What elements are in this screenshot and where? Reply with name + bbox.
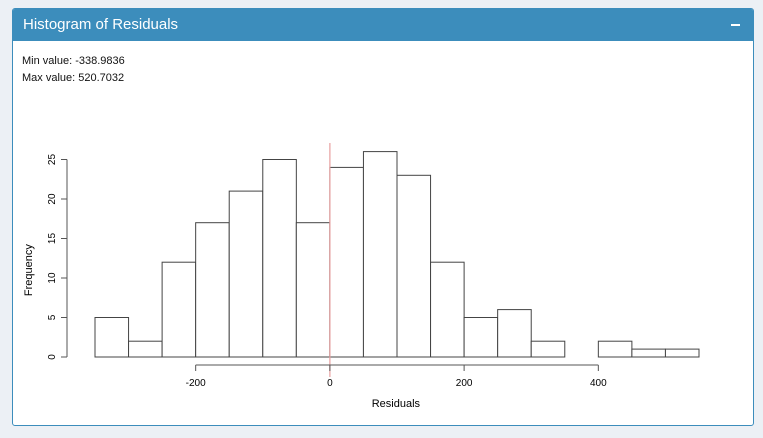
min-value-text: Min value: -338.9836 <box>22 55 125 67</box>
collapse-button[interactable] <box>725 14 747 36</box>
histogram-bar <box>295 222 331 358</box>
x-tick-label: 400 <box>590 378 607 389</box>
histogram-bar <box>430 261 465 358</box>
histogram-bar <box>195 222 230 358</box>
minus-icon <box>731 24 740 26</box>
y-tick-label: 10 <box>47 272 58 284</box>
y-tick-label: 5 <box>47 314 58 320</box>
x-tick-label: -200 <box>186 378 206 389</box>
histogram-bar <box>463 317 499 358</box>
histogram-bar <box>329 166 364 358</box>
y-tick-label: 15 <box>47 233 58 245</box>
histogram-bar <box>228 190 264 358</box>
residuals-panel: Histogram of Residuals Min value: -338.9… <box>12 8 754 426</box>
max-value-text: Max value: 520.7032 <box>22 72 125 84</box>
histogram-bar <box>664 348 700 358</box>
x-axis-label: Residuals <box>372 398 421 410</box>
y-tick-label: 25 <box>47 154 58 166</box>
panel-header: Histogram of Residuals <box>13 9 753 41</box>
panel-title: Histogram of Residuals <box>23 16 179 33</box>
histogram-bar <box>128 340 163 358</box>
x-tick-label: 200 <box>456 378 473 389</box>
histogram-bar <box>161 261 197 358</box>
histogram-bar <box>631 348 666 358</box>
histogram-bar <box>94 317 130 358</box>
histogram-bar <box>262 159 297 358</box>
histogram-bar <box>597 340 633 358</box>
histogram-bar <box>362 151 398 358</box>
x-tick-label: 0 <box>327 378 333 389</box>
y-tick-label: 20 <box>47 193 58 205</box>
histogram-bar <box>497 309 532 358</box>
residuals-histogram: -200 0 200 400 0 5 10 15 20 25 Residuals Frequency <box>23 143 700 410</box>
y-axis-label: Frequency <box>23 244 35 296</box>
histogram-bar <box>530 340 566 358</box>
y-tick-label: 0 <box>47 354 58 360</box>
stats-text: Min value: -338.9836 Max value: 520.7032 <box>22 53 125 87</box>
histogram-bar <box>396 174 432 358</box>
